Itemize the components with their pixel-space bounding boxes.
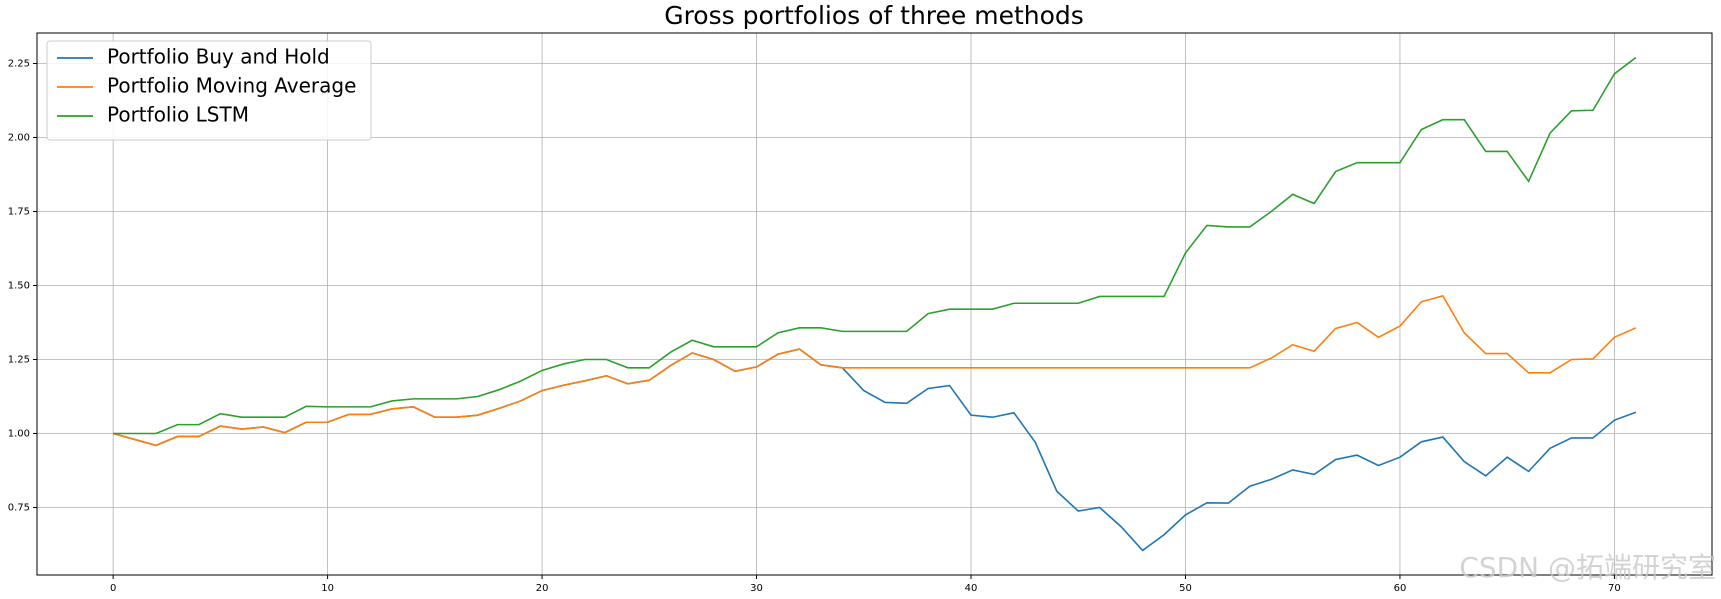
series-line bbox=[112, 294, 1637, 447]
legend-box bbox=[46, 40, 372, 141]
x-tick-label: 10 bbox=[321, 583, 334, 594]
y-tick-label: 2.25 bbox=[8, 58, 30, 69]
legend-label: Portfolio Buy and Hold bbox=[107, 45, 330, 69]
x-tick-label: 60 bbox=[1394, 583, 1407, 594]
y-tick-label: 1.75 bbox=[8, 206, 30, 217]
watermark: CSDN @拓端研究室 bbox=[1459, 551, 1716, 584]
legend-label: Portfolio LSTM bbox=[107, 103, 249, 127]
x-tick-label: 0 bbox=[110, 583, 116, 594]
x-tick-label: 70 bbox=[1608, 583, 1621, 594]
y-tick-label: 1.50 bbox=[8, 280, 30, 291]
x-tick-label: 20 bbox=[536, 583, 549, 594]
x-tick-label: 50 bbox=[1179, 583, 1192, 594]
series-line bbox=[113, 56, 1637, 435]
x-tick-label: 40 bbox=[965, 583, 978, 594]
y-tick-label: 1.00 bbox=[8, 429, 30, 440]
plot-frame bbox=[36, 32, 1713, 576]
chart-title: Gross portfolios of three methods bbox=[664, 1, 1084, 30]
series-line bbox=[112, 348, 1637, 552]
x-tick-label: 30 bbox=[750, 583, 763, 594]
legend-label: Portfolio Moving Average bbox=[107, 74, 356, 98]
y-tick-label: 1.25 bbox=[8, 355, 30, 366]
y-tick-label: 2.00 bbox=[8, 132, 30, 143]
y-tick-label: 0.75 bbox=[8, 503, 30, 514]
